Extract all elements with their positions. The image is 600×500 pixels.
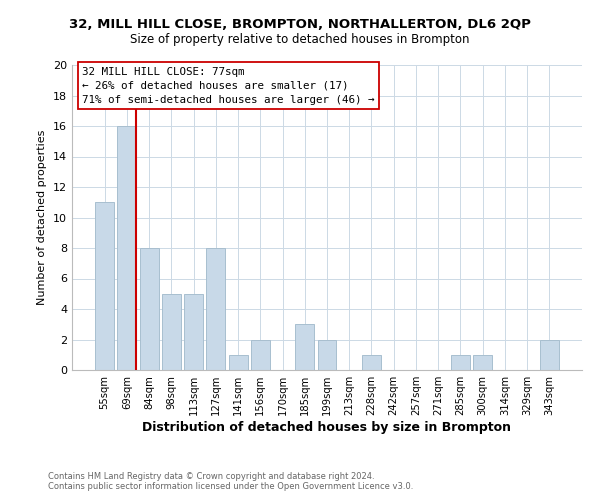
Bar bbox=[95, 202, 114, 370]
Text: Contains public sector information licensed under the Open Government Licence v3: Contains public sector information licen… bbox=[48, 482, 413, 491]
X-axis label: Distribution of detached houses by size in Brompton: Distribution of detached houses by size … bbox=[143, 421, 511, 434]
Bar bbox=[362, 355, 381, 370]
Bar bbox=[295, 324, 314, 370]
Bar bbox=[162, 294, 181, 370]
Bar bbox=[473, 355, 492, 370]
Bar bbox=[229, 355, 248, 370]
Bar bbox=[251, 340, 270, 370]
Bar bbox=[118, 126, 136, 370]
Bar bbox=[184, 294, 203, 370]
Bar bbox=[317, 340, 337, 370]
Text: 32 MILL HILL CLOSE: 77sqm
← 26% of detached houses are smaller (17)
71% of semi-: 32 MILL HILL CLOSE: 77sqm ← 26% of detac… bbox=[82, 66, 374, 104]
Bar bbox=[206, 248, 225, 370]
Bar bbox=[140, 248, 158, 370]
Text: Contains HM Land Registry data © Crown copyright and database right 2024.: Contains HM Land Registry data © Crown c… bbox=[48, 472, 374, 481]
Bar bbox=[451, 355, 470, 370]
Text: 32, MILL HILL CLOSE, BROMPTON, NORTHALLERTON, DL6 2QP: 32, MILL HILL CLOSE, BROMPTON, NORTHALLE… bbox=[69, 18, 531, 30]
Text: Size of property relative to detached houses in Brompton: Size of property relative to detached ho… bbox=[130, 32, 470, 46]
Y-axis label: Number of detached properties: Number of detached properties bbox=[37, 130, 47, 305]
Bar bbox=[540, 340, 559, 370]
